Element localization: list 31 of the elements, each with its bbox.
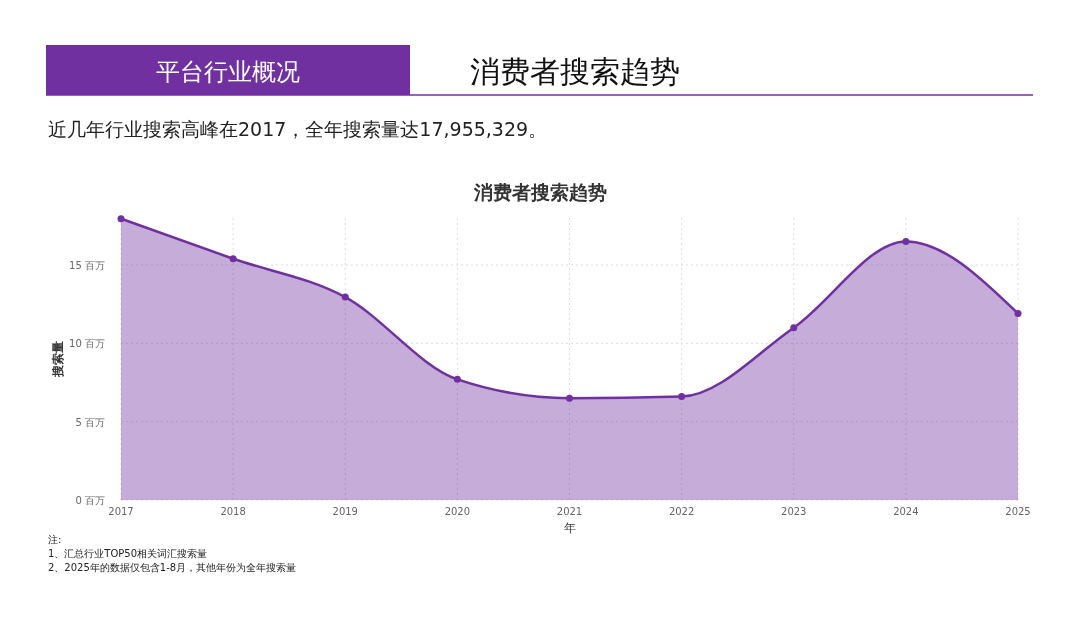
- x-tick-label: 2017: [108, 506, 134, 517]
- x-tick-label: 2022: [668, 506, 695, 517]
- y-axis-title: 搜索量: [51, 341, 65, 378]
- point: [117, 215, 125, 223]
- x-axis-title: 年: [563, 521, 576, 535]
- point: [678, 393, 686, 401]
- text: 1、汇总行业TOP50相关词汇搜索量: [48, 548, 208, 559]
- chart-title: 消费者搜索趋势: [472, 181, 607, 203]
- point: [229, 255, 237, 263]
- text: 注:: [48, 534, 62, 545]
- point: [902, 238, 910, 245]
- y-tick-label: 15 百万: [69, 260, 105, 271]
- y-tick-label: 10 百万: [69, 338, 105, 350]
- y-tick-label: 5 百万: [75, 416, 105, 428]
- x-tick-label: 2024: [893, 506, 919, 517]
- x-tick-label: 2025: [1005, 506, 1031, 517]
- text: 消费者搜索趋势: [470, 54, 680, 89]
- y-tick-label: 0 百万: [75, 495, 105, 506]
- x-tick-label: 2019: [332, 506, 358, 517]
- x-tick-label: 2018: [220, 506, 246, 517]
- point: [453, 375, 461, 383]
- point: [341, 293, 349, 301]
- x-tick-label: 2020: [444, 506, 471, 517]
- point: [566, 394, 573, 402]
- x-tick-label: 2023: [781, 506, 807, 517]
- x-tick-label: 2021: [556, 506, 583, 517]
- text: 平台行业概况: [156, 58, 300, 86]
- point: [790, 324, 798, 332]
- text: 2、2025年的数据仅包含1-8月，其他年份为全年搜索量: [48, 562, 297, 573]
- point: [1014, 310, 1022, 318]
- chart-subtitle: 近几年行业搜索高峰在2017，全年搜索量达17,955,329。: [48, 118, 548, 140]
